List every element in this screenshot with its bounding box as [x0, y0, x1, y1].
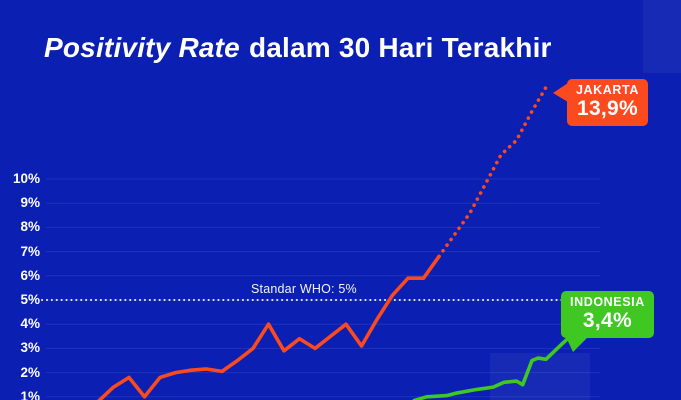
y-tick-label: 4% [20, 316, 40, 332]
indonesia-line [412, 336, 570, 400]
callout-tail-icon [566, 337, 588, 353]
y-tick-label: 5% [20, 292, 40, 307]
y-tick-label: 7% [20, 243, 40, 259]
title-emphasis: Positivity Rate [44, 31, 240, 63]
y-tick-label: 1% [20, 388, 40, 400]
jakarta-callout: JAKARTA 13,9% [553, 79, 648, 127]
jakarta-callout-value: 13,9% [576, 97, 639, 121]
jakarta-line-dotted [437, 82, 550, 259]
y-tick-label: 8% [20, 219, 40, 235]
y-tick-label: 9% [20, 195, 40, 211]
title-rest: dalam 30 Hari Terakhir [248, 31, 552, 63]
y-tick-label: 3% [20, 340, 40, 356]
who-standard-label: Standar WHO: 5% [251, 282, 357, 296]
jakarta-callout-name: JAKARTA [576, 83, 639, 97]
y-tick-label: 10% [12, 171, 40, 186]
indonesia-callout-value: 3,4% [582, 309, 632, 333]
jakarta-line-solid [97, 254, 441, 400]
background-highlight [643, 0, 681, 73]
y-tick-label: 6% [20, 267, 40, 283]
background-highlight [490, 353, 590, 400]
indonesia-callout: INDONESIA 3,4% [561, 291, 654, 353]
page-title: Positivity Rate dalam 30 Hari Terakhir [44, 32, 552, 64]
y-tick-label: 2% [20, 364, 40, 380]
indonesia-callout-name: INDONESIA [570, 295, 645, 309]
y-axis: 10% 9% 8% 7% 6% 5% 4% 3% 2% 1% [6, 0, 40, 400]
callout-tail-icon [553, 83, 568, 102]
